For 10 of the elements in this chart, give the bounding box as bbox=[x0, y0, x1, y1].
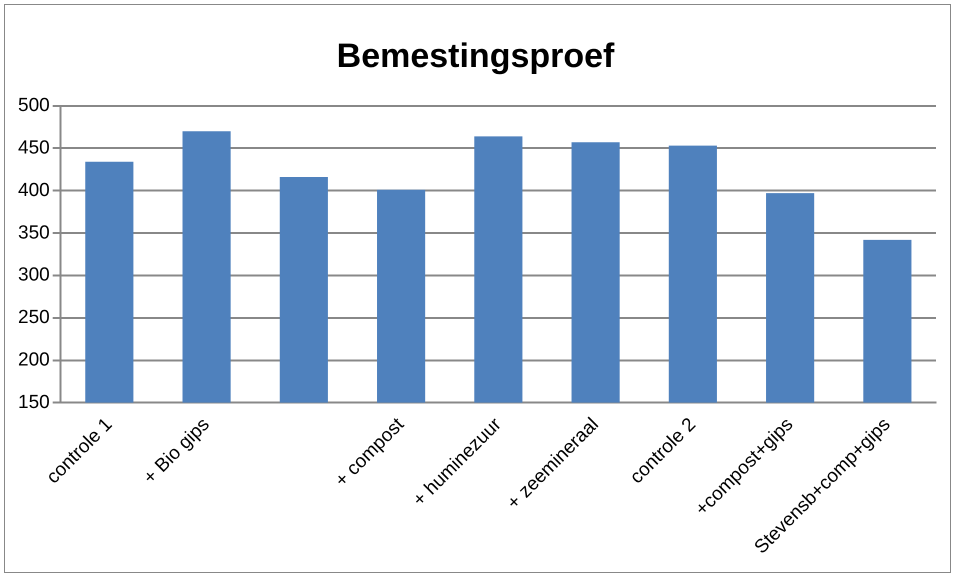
y-tick-label: 350 bbox=[18, 222, 50, 244]
chart-title: Bemestingsproef bbox=[336, 36, 616, 75]
y-tick-label: 300 bbox=[18, 264, 50, 286]
y-tick-label: 400 bbox=[18, 180, 50, 201]
y-tick-label: 200 bbox=[18, 349, 50, 370]
x-tick-label: + Bio gips bbox=[140, 414, 214, 488]
y-tick-label: 500 bbox=[18, 95, 50, 116]
y-tick-label: 250 bbox=[18, 307, 50, 328]
y-tick-label: 150 bbox=[18, 392, 50, 413]
y-tick-label: 450 bbox=[18, 137, 50, 158]
